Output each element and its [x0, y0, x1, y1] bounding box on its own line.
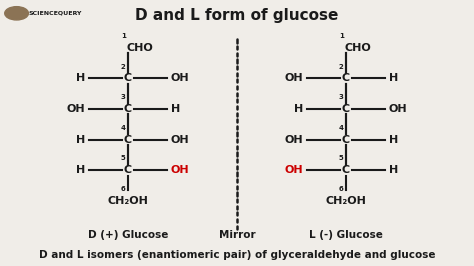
Text: C: C [124, 104, 132, 114]
Text: 3: 3 [121, 94, 126, 100]
Text: OH: OH [171, 165, 189, 175]
Text: CH₂OH: CH₂OH [326, 196, 366, 206]
Text: OH: OH [285, 73, 303, 84]
Text: OH: OH [67, 104, 85, 114]
Text: C: C [124, 135, 132, 145]
Circle shape [5, 7, 28, 20]
Text: H: H [389, 135, 398, 145]
Text: H: H [389, 165, 398, 175]
Text: C: C [342, 104, 350, 114]
Text: 6: 6 [339, 185, 344, 192]
Text: CHO: CHO [345, 43, 371, 53]
Text: H: H [76, 165, 85, 175]
Text: C: C [342, 165, 350, 175]
Text: C: C [342, 135, 350, 145]
Text: Mirror: Mirror [219, 230, 255, 240]
Text: OH: OH [171, 73, 189, 84]
Text: CHO: CHO [127, 43, 153, 53]
Text: 2: 2 [121, 64, 126, 70]
Text: CH₂OH: CH₂OH [108, 196, 148, 206]
Text: 1: 1 [121, 32, 126, 39]
Text: 4: 4 [120, 125, 126, 131]
Text: H: H [294, 104, 303, 114]
Text: H: H [76, 135, 85, 145]
Text: 2: 2 [339, 64, 344, 70]
Text: H: H [171, 104, 180, 114]
Text: 1: 1 [339, 32, 344, 39]
Text: D and L form of glucose: D and L form of glucose [135, 9, 339, 23]
Text: SCIENCEQUERY: SCIENCEQUERY [28, 11, 82, 16]
Text: D and L isomers (enantiomeric pair) of glyceraldehyde and glucose: D and L isomers (enantiomeric pair) of g… [39, 250, 435, 260]
Text: 5: 5 [339, 155, 344, 161]
Text: OH: OH [285, 135, 303, 145]
Text: C: C [124, 73, 132, 84]
Text: 3: 3 [339, 94, 344, 100]
Text: OH: OH [389, 104, 407, 114]
Text: L (-) Glucose: L (-) Glucose [309, 230, 383, 240]
Text: 5: 5 [121, 155, 126, 161]
Text: 4: 4 [338, 125, 344, 131]
Text: C: C [342, 73, 350, 84]
Text: OH: OH [285, 165, 303, 175]
Text: D (+) Glucose: D (+) Glucose [88, 230, 168, 240]
Text: OH: OH [171, 135, 189, 145]
Text: 6: 6 [121, 185, 126, 192]
Text: C: C [124, 165, 132, 175]
Text: H: H [76, 73, 85, 84]
Text: H: H [389, 73, 398, 84]
